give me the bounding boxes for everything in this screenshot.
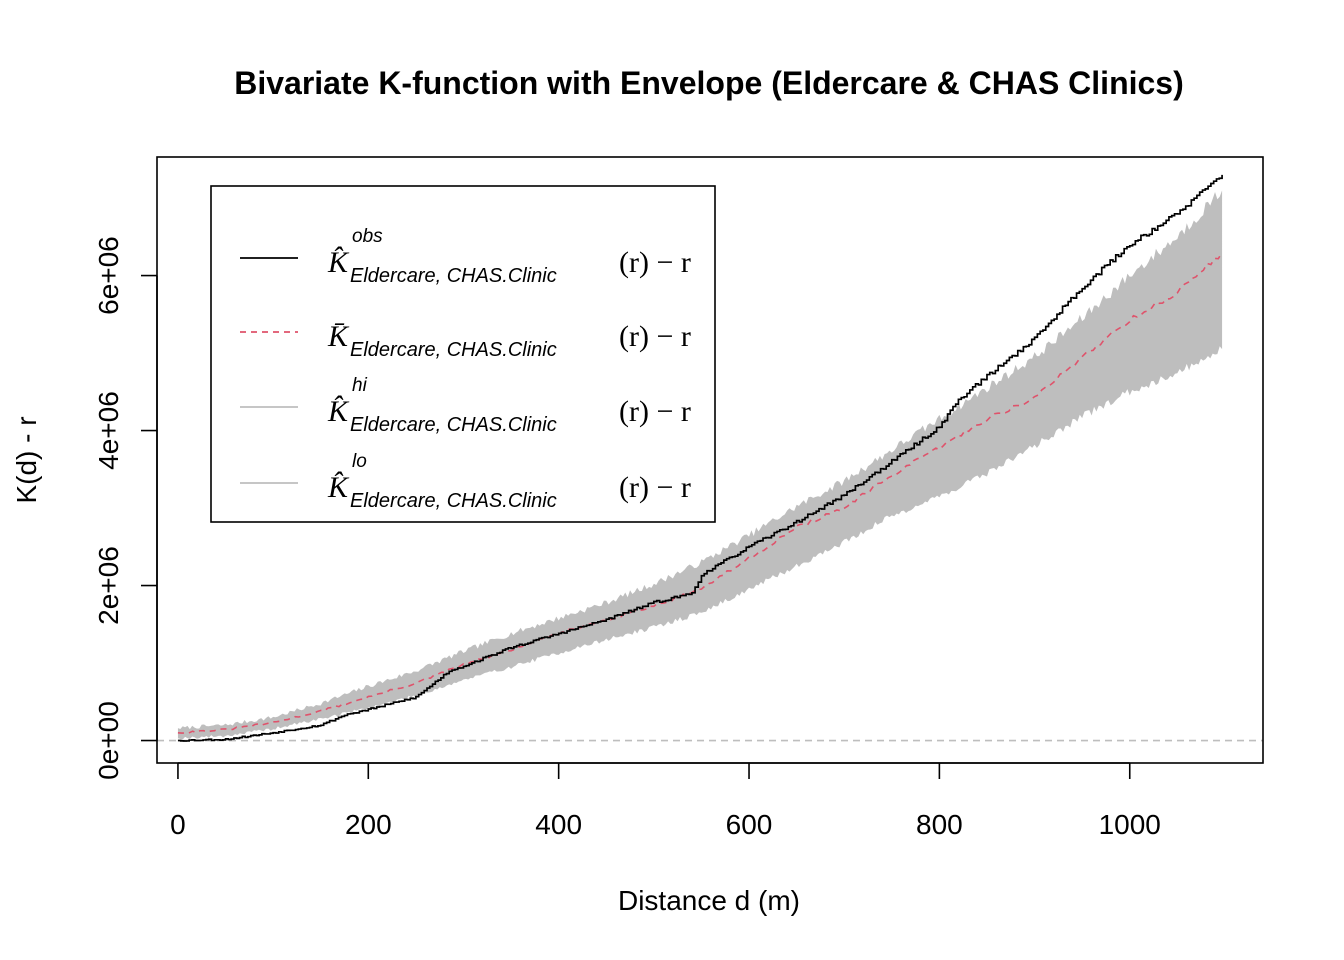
legend-sub-hi: Eldercare, CHAS.Clinic xyxy=(350,414,557,436)
y-axis-label: K(d) - r xyxy=(11,416,42,503)
x-tick-label: 600 xyxy=(726,809,773,840)
legend-fn-obs: (r) − r xyxy=(619,246,691,279)
y-tick-label: 4e+06 xyxy=(93,391,124,470)
legend-fn-hi: (r) − r xyxy=(619,395,691,428)
x-tick-label: 800 xyxy=(916,809,963,840)
x-axis: 0 200 400 600 800 1000 xyxy=(170,762,1161,840)
legend-symbol-obs: K̂ xyxy=(327,246,350,279)
y-tick-label: 2e+06 xyxy=(93,546,124,625)
legend-sup-obs: obs xyxy=(352,226,383,247)
mean-k-line xyxy=(177,251,1223,734)
legend-sub-mmean: Eldercare, CHAS.Clinic xyxy=(350,339,557,361)
x-tick-label: 0 xyxy=(170,809,186,840)
x-tick-label: 1000 xyxy=(1099,809,1161,840)
legend-symbol-mmean: K̄ xyxy=(327,320,350,353)
y-axis: 0e+00 2e+06 4e+06 6e+06 xyxy=(93,236,158,780)
observed-k-line xyxy=(177,174,1223,742)
legend-sup-hi: hi xyxy=(352,375,368,396)
y-tick-label: 0e+00 xyxy=(93,701,124,780)
y-tick-label: 6e+06 xyxy=(93,236,124,315)
legend-fn-mmean: (r) − r xyxy=(619,320,691,353)
x-axis-label: Distance d (m) xyxy=(618,885,800,916)
x-tick-label: 200 xyxy=(345,809,392,840)
legend-sup-lo: lo xyxy=(352,451,367,472)
legend-symbol-hi: K̂ xyxy=(327,395,350,428)
legend-box xyxy=(210,185,716,523)
legend-fn-lo: (r) − r xyxy=(619,471,691,504)
chart-title: Bivariate K-function with Envelope (Elde… xyxy=(234,65,1184,101)
legend-symbol-lo: K̂ xyxy=(327,471,350,504)
legend-sub-lo: Eldercare, CHAS.Clinic xyxy=(350,490,557,512)
x-tick-label: 400 xyxy=(535,809,582,840)
legend-sub-obs: Eldercare, CHAS.Clinic xyxy=(350,265,557,287)
